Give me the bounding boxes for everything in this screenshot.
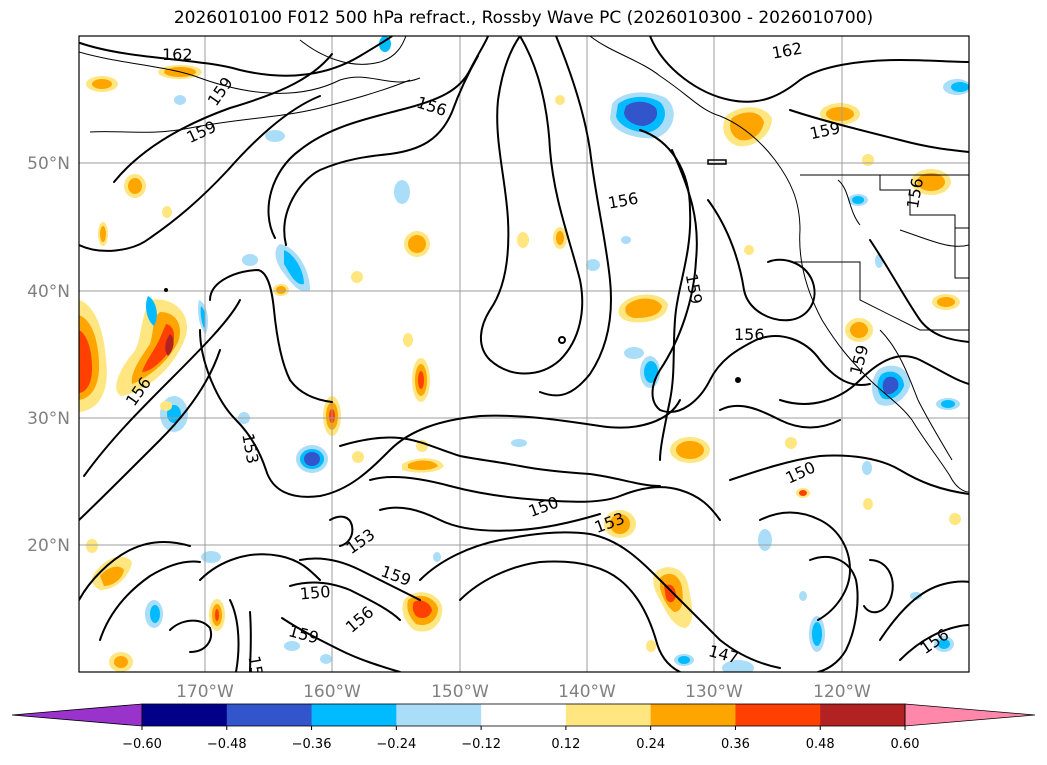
colorbar-segment [396,704,482,726]
colorbar-segment [226,704,313,726]
colorbar-tick-label: 0.48 [806,737,835,752]
lon-label: 150°W [431,682,489,702]
colorbar-tick-label: 0.36 [721,737,750,752]
colorbar-segment [311,704,397,726]
colorbar-tick-label: 0.24 [636,737,665,752]
colorbar-extend-max [904,703,1036,727]
small-islands [164,159,741,383]
lon-label: 120°W [813,682,871,702]
colorbar-tick-label: 0.12 [551,737,580,752]
lon-labels: 170°W 160°W 150°W 140°W 130°W 120°W [176,682,871,702]
lat-label: 40°N [27,282,70,302]
colorbar-tick-label: −0.60 [122,737,162,752]
contour-label: 150 [244,654,268,687]
gridlines [79,36,969,672]
anomaly-shading [79,36,969,672]
colorbar-extend-min [11,703,143,727]
colorbar-tick-label: 0.60 [891,737,920,752]
contour-label: 162 [162,45,193,64]
lat-label: 30°N [27,409,70,429]
colorbar-segment [565,704,652,726]
colorbar-tick-label: −0.24 [376,737,416,752]
lat-label: 50°N [27,154,70,174]
lat-labels: 50°N 40°N 30°N 20°N [27,154,70,556]
colorbar-segment [650,704,736,726]
lon-label: 140°W [558,682,616,702]
contour-label: 150 [299,582,331,604]
lat-label: 20°N [27,536,70,556]
lon-label: 130°W [685,682,743,702]
contours [79,36,969,672]
colorbar: −0.60 −0.48 −0.36 −0.24 −0.12 0.12 0.24 0.36 0.4… [11,703,1036,752]
colorbar-frame [141,703,906,727]
lon-label: 160°W [303,682,361,702]
colorbar-segment [481,704,567,726]
colorbar-segment [142,704,228,726]
map-area: 162 159 159 156 156 159 156 162 159 156 … [79,36,969,687]
colorbar-segment [735,704,821,726]
contour-label: 156 [734,325,765,344]
colorbar-segment [820,704,906,726]
coastlines [79,36,969,493]
lon-label: 170°W [176,682,234,702]
colorbar-tick-label: −0.36 [292,737,332,752]
map-frame [78,35,970,673]
colorbar-tick-label: −0.12 [461,737,501,752]
map-title: 2026010100 F012 500 hPa refract., Rossby… [173,8,874,28]
colorbar-tick-label: −0.48 [207,737,247,752]
